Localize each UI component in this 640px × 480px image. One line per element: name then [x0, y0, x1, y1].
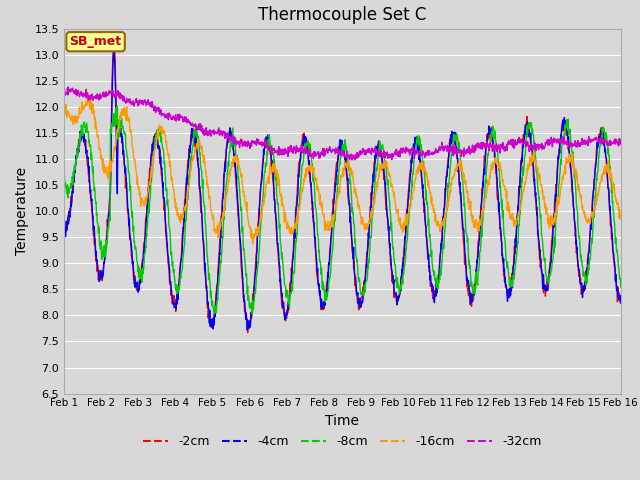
- -16cm: [293, 213, 301, 219]
- -4cm: [110, 49, 118, 55]
- Y-axis label: Temperature: Temperature: [15, 167, 29, 255]
- -32cm: [65, 84, 72, 90]
- Legend: -2cm, -4cm, -8cm, -16cm, -32cm: -2cm, -4cm, -8cm, -16cm, -32cm: [138, 430, 547, 453]
- -32cm: [348, 157, 356, 163]
- -2cm: [280, 304, 287, 310]
- X-axis label: Time: Time: [325, 414, 360, 428]
- -32cm: [429, 150, 436, 156]
- -4cm: [280, 300, 287, 306]
- -16cm: [568, 151, 576, 157]
- -4cm: [184, 172, 191, 178]
- -2cm: [520, 132, 528, 137]
- -2cm: [184, 168, 191, 173]
- -8cm: [293, 230, 301, 236]
- -8cm: [113, 103, 121, 109]
- Text: SB_met: SB_met: [70, 35, 122, 48]
- -32cm: [568, 142, 576, 147]
- -8cm: [429, 262, 436, 268]
- -2cm: [568, 189, 576, 195]
- -8cm: [568, 149, 576, 155]
- -8cm: [617, 284, 625, 290]
- Line: -8cm: -8cm: [64, 106, 621, 314]
- -4cm: [568, 178, 576, 183]
- -4cm: [520, 140, 528, 145]
- Line: -2cm: -2cm: [64, 39, 621, 333]
- -32cm: [292, 143, 300, 148]
- -8cm: [280, 265, 287, 271]
- -2cm: [110, 36, 118, 42]
- -8cm: [60, 184, 68, 190]
- -4cm: [429, 288, 436, 294]
- -16cm: [60, 104, 68, 110]
- -2cm: [244, 330, 252, 336]
- -8cm: [520, 162, 528, 168]
- -2cm: [429, 292, 436, 298]
- -32cm: [279, 146, 287, 152]
- -16cm: [520, 186, 528, 192]
- -32cm: [60, 88, 68, 94]
- -16cm: [617, 214, 625, 220]
- -2cm: [293, 194, 301, 200]
- -4cm: [243, 327, 251, 333]
- Title: Thermocouple Set C: Thermocouple Set C: [258, 6, 427, 24]
- -8cm: [248, 312, 256, 317]
- -16cm: [249, 241, 257, 247]
- -4cm: [60, 233, 68, 239]
- Line: -32cm: -32cm: [64, 87, 621, 160]
- Line: -4cm: -4cm: [64, 52, 621, 330]
- -32cm: [520, 140, 528, 146]
- -16cm: [85, 93, 93, 98]
- -16cm: [184, 189, 191, 194]
- -16cm: [280, 203, 287, 208]
- -32cm: [617, 138, 625, 144]
- Line: -16cm: -16cm: [64, 96, 621, 244]
- -32cm: [184, 119, 191, 124]
- -2cm: [60, 224, 68, 229]
- -4cm: [293, 203, 301, 208]
- -2cm: [617, 295, 625, 301]
- -8cm: [184, 196, 191, 202]
- -4cm: [617, 300, 625, 306]
- -16cm: [429, 203, 436, 209]
